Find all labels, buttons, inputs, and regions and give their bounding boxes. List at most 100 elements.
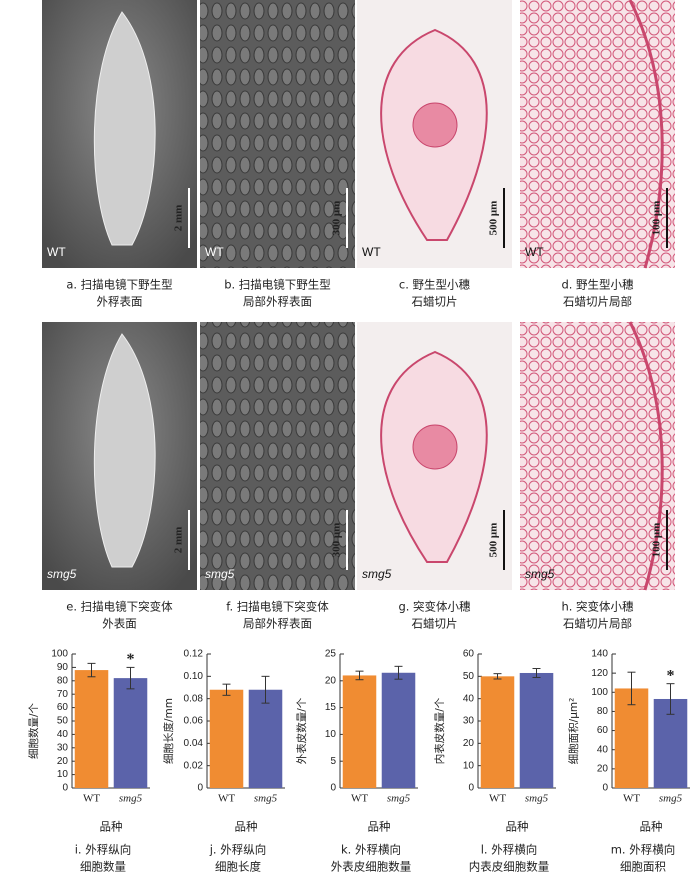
y-tick-label: 40: [57, 729, 69, 740]
y-axis-label: 细胞长度/mm: [162, 698, 175, 764]
y-tick-label: 10: [57, 769, 69, 780]
y-tick-label: 60: [57, 702, 69, 713]
scale-label: 300 μm: [331, 523, 343, 558]
section-core: [412, 102, 458, 148]
y-tick-label: 120: [591, 668, 608, 679]
chart-caption: m. 外稃横向: [611, 843, 676, 857]
y-tick-label: 25: [325, 649, 337, 660]
y-tick-label: 30: [57, 742, 69, 753]
x-axis-label: 品种: [100, 820, 123, 834]
bar: [113, 678, 148, 788]
y-tick-label: 0.02: [184, 760, 204, 771]
y-tick-label: 0.10: [184, 671, 204, 682]
y-tick-label: 70: [57, 689, 69, 700]
y-tick-label: 20: [57, 756, 69, 767]
x-tick-label: WT: [623, 793, 640, 805]
y-tick-label: 0: [468, 783, 474, 794]
y-tick-label: 0: [330, 783, 336, 794]
bar: [342, 675, 377, 788]
section-core: [412, 424, 458, 470]
y-tick-label: 20: [597, 763, 609, 774]
panel-caption: 外稃表面: [97, 295, 143, 309]
x-tick-label: WT: [83, 793, 100, 805]
panel-caption: 外表面: [102, 617, 137, 631]
y-tick-label: 30: [463, 716, 475, 727]
panel-label: smg5: [205, 567, 235, 581]
panel-caption: 石蜡切片局部: [563, 295, 632, 309]
scale-label: 100 μm: [651, 201, 663, 236]
chart-caption: 细胞数量: [80, 860, 126, 874]
panel-caption: 石蜡切片局部: [563, 617, 632, 631]
scale-label: 2 mm: [173, 205, 185, 232]
chart-caption: j. 外稃纵向: [209, 843, 267, 857]
y-tick-label: 10: [463, 760, 475, 771]
lemma-shape: [93, 11, 156, 246]
scale-label: 100 μm: [651, 523, 663, 558]
y-tick-label: 40: [597, 744, 609, 755]
panel-caption: b. 扫描电镜下野生型: [224, 278, 331, 292]
panel-caption: f. 扫描电镜下突变体: [226, 600, 329, 614]
panel-label: WT: [47, 245, 66, 259]
y-tick-label: 100: [591, 687, 608, 698]
bar: [74, 670, 109, 788]
y-axis-label: 细胞面积/μm²: [567, 698, 580, 765]
y-tick-label: 0.12: [184, 649, 204, 660]
panel-caption: h. 突变体小穗: [561, 600, 634, 614]
chart-caption: 外表皮细胞数量: [331, 860, 412, 874]
chart-caption: i. 外稃纵向: [75, 843, 132, 857]
chart-caption: 细胞面积: [620, 860, 666, 874]
y-tick-label: 0: [62, 783, 68, 794]
significance-mark: *: [127, 651, 135, 668]
scale-label: 500 μm: [488, 523, 500, 558]
scale-label: 2 mm: [173, 527, 185, 554]
panel-caption: 石蜡切片: [412, 295, 458, 309]
chart-caption: 细胞长度: [215, 860, 261, 874]
panel-caption: c. 野生型小穗: [399, 278, 471, 292]
y-tick-label: 0.04: [184, 738, 204, 749]
panel-caption: 局部外稃表面: [243, 617, 312, 631]
x-tick-label: WT: [218, 793, 235, 805]
y-axis-label: 内表皮数量/个: [433, 697, 446, 764]
lemma-shape: [93, 333, 156, 568]
chart-caption: k. 外稃横向: [341, 843, 401, 857]
section-edge: [628, 0, 664, 269]
bar: [248, 689, 283, 788]
x-tick-label: smg5: [525, 793, 549, 805]
y-tick-label: 10: [325, 729, 337, 740]
micrograph: [200, 0, 355, 268]
x-tick-label: smg5: [659, 793, 683, 805]
y-tick-label: 80: [597, 706, 609, 717]
panel-label: smg5: [47, 567, 77, 581]
panel-label: WT: [362, 245, 381, 259]
panel-caption: 石蜡切片: [412, 617, 458, 631]
panel-caption: 局部外稃表面: [243, 295, 312, 309]
panel-caption: d. 野生型小穗: [561, 278, 634, 292]
significance-mark: *: [667, 667, 675, 684]
bar: [209, 689, 244, 788]
y-tick-label: 0: [197, 783, 203, 794]
x-tick-label: smg5: [387, 793, 411, 805]
scale-label: 500 μm: [488, 201, 500, 236]
y-tick-label: 50: [57, 716, 69, 727]
x-axis-label: 品种: [368, 820, 391, 834]
y-tick-label: 40: [463, 693, 475, 704]
x-tick-label: smg5: [254, 793, 278, 805]
x-axis-label: 品种: [506, 820, 529, 834]
panel-label: WT: [205, 245, 224, 259]
bar: [381, 672, 416, 788]
x-tick-label: WT: [489, 793, 506, 805]
x-tick-label: smg5: [119, 793, 143, 805]
y-tick-label: 15: [325, 702, 337, 713]
panel-caption: e. 扫描电镜下突变体: [66, 600, 173, 614]
x-axis-label: 品种: [235, 820, 258, 834]
y-tick-label: 60: [463, 649, 475, 660]
panel-caption: a. 扫描电镜下野生型: [66, 278, 172, 292]
y-axis-label: 细胞数量/个: [27, 702, 40, 759]
y-tick-label: 90: [57, 662, 69, 673]
y-tick-label: 100: [51, 649, 68, 660]
y-tick-label: 140: [591, 649, 608, 660]
y-tick-label: 50: [463, 671, 475, 682]
scale-label: 300 μm: [331, 201, 343, 236]
bar: [480, 676, 515, 788]
